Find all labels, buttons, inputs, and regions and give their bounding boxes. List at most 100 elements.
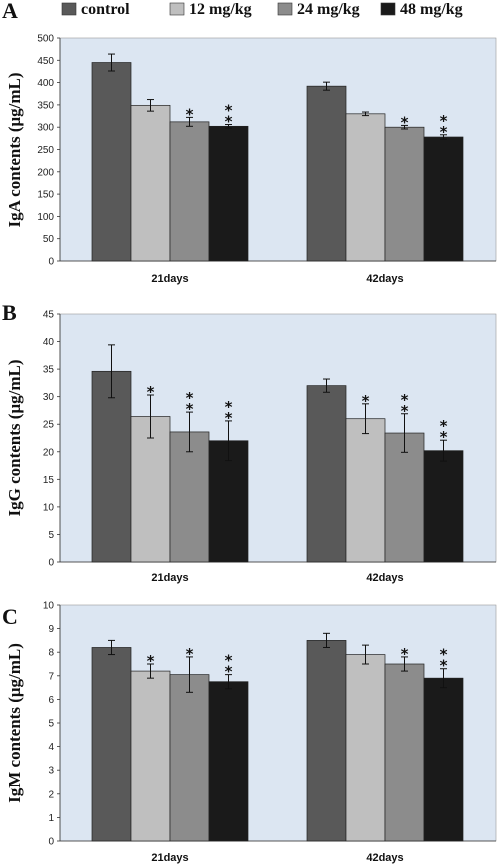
y-tick-label: 10 bbox=[43, 502, 55, 513]
bar bbox=[306, 640, 347, 842]
bar bbox=[384, 432, 425, 563]
y-tick-label: 0 bbox=[48, 558, 54, 569]
bar bbox=[91, 62, 132, 262]
y-axis-label: IgM contents (μg/mL) bbox=[5, 643, 24, 803]
bar bbox=[306, 85, 347, 262]
significance-star: * bbox=[147, 383, 155, 401]
significance-star: * bbox=[147, 652, 155, 670]
significance-star: * bbox=[440, 646, 448, 664]
y-tick-label: 0 bbox=[48, 837, 54, 848]
significance-star: * bbox=[186, 105, 194, 123]
significance-star: * bbox=[401, 391, 409, 409]
bar bbox=[345, 418, 386, 563]
y-tick-label: 3 bbox=[48, 766, 54, 777]
legend-swatch bbox=[61, 2, 77, 16]
y-tick-label: 5 bbox=[48, 530, 54, 541]
bar bbox=[208, 681, 249, 842]
y-tick-label: 250 bbox=[37, 145, 54, 156]
legend-item: control bbox=[61, 1, 130, 18]
y-tick-label: 9 bbox=[48, 624, 54, 635]
significance-star: * bbox=[225, 398, 233, 416]
bar bbox=[91, 370, 132, 563]
bar bbox=[169, 674, 210, 842]
legend-label: 48 mg/kg bbox=[400, 1, 463, 18]
y-tick-label: 20 bbox=[43, 447, 55, 458]
y-tick-label: 1 bbox=[48, 813, 54, 824]
bar bbox=[169, 121, 210, 262]
legend-swatch bbox=[380, 2, 396, 16]
y-tick-label: 30 bbox=[43, 392, 55, 403]
y-tick-label: 450 bbox=[37, 56, 54, 67]
y-tick-label: 350 bbox=[37, 100, 54, 111]
x-tick-label: 21days bbox=[151, 572, 188, 584]
significance-star: * bbox=[225, 652, 233, 670]
panel-letter: C bbox=[2, 604, 18, 629]
y-tick-label: 35 bbox=[43, 365, 55, 376]
y-tick-label: 5 bbox=[48, 719, 54, 730]
y-tick-label: 0 bbox=[48, 257, 54, 268]
legend-item: 24 mg/kg bbox=[277, 1, 360, 18]
panel-C: 0 1 2 3 4 5 6 7 8 9 10 C IgM contents (μg/mL) 21days 4… bbox=[2, 601, 497, 864]
y-tick-label: 200 bbox=[37, 167, 54, 178]
legend-swatch bbox=[169, 2, 185, 16]
y-tick-label: 8 bbox=[48, 648, 54, 659]
x-tick-label: 21days bbox=[151, 273, 188, 285]
bar bbox=[306, 385, 347, 563]
bar bbox=[423, 677, 464, 842]
y-tick-label: 50 bbox=[43, 234, 55, 245]
y-tick-label: 150 bbox=[37, 190, 54, 201]
panel-A: 0 50 100 150 200 250 300 350 400 450 500 A IgA conte… bbox=[2, 0, 497, 285]
y-tick-label: 500 bbox=[37, 34, 54, 45]
significance-star: * bbox=[225, 102, 233, 120]
significance-star: * bbox=[440, 428, 448, 446]
y-tick-label: 400 bbox=[37, 78, 54, 89]
y-tick-label: 45 bbox=[43, 310, 55, 321]
significance-star: * bbox=[186, 400, 194, 418]
bar bbox=[169, 431, 210, 563]
y-tick-label: 15 bbox=[43, 475, 55, 486]
significance-star: * bbox=[401, 402, 409, 420]
x-tick-label: 42days bbox=[366, 572, 403, 584]
significance-star: * bbox=[225, 113, 233, 131]
x-tick-label: 42days bbox=[366, 852, 403, 864]
bar bbox=[130, 670, 171, 842]
bar bbox=[208, 125, 249, 262]
y-tick-label: 7 bbox=[48, 671, 54, 682]
legend-swatch bbox=[277, 2, 293, 16]
y-tick-label: 100 bbox=[37, 212, 54, 223]
y-tick-label: 25 bbox=[43, 420, 55, 431]
y-tick-label: 4 bbox=[48, 742, 54, 753]
bar bbox=[384, 663, 425, 842]
y-tick-label: 10 bbox=[43, 601, 55, 612]
bar bbox=[345, 654, 386, 842]
bar bbox=[423, 450, 464, 563]
significance-star: * bbox=[440, 123, 448, 141]
bar bbox=[423, 136, 464, 262]
significance-star: * bbox=[440, 657, 448, 675]
significance-star: * bbox=[186, 645, 194, 663]
y-axis-label: IgG contents (μg/mL) bbox=[5, 360, 24, 517]
significance-star: * bbox=[401, 645, 409, 663]
x-tick-label: 42days bbox=[366, 273, 403, 285]
y-axis-label: IgA contents (μg/mL) bbox=[5, 72, 24, 227]
significance-star: * bbox=[362, 392, 370, 410]
legend-label: 24 mg/kg bbox=[297, 1, 360, 18]
bar bbox=[345, 113, 386, 262]
significance-star: * bbox=[440, 417, 448, 435]
legend-label: control bbox=[81, 1, 130, 18]
y-tick-label: 6 bbox=[48, 695, 54, 706]
panel-letter: B bbox=[2, 300, 17, 325]
legend-label: 12 mg/kg bbox=[189, 1, 252, 18]
y-tick-label: 300 bbox=[37, 123, 54, 134]
significance-star: * bbox=[225, 663, 233, 681]
y-tick-label: 2 bbox=[48, 789, 54, 800]
legend-item: 12 mg/kg bbox=[169, 1, 252, 18]
panel-letter: A bbox=[2, 0, 18, 23]
significance-star: * bbox=[225, 409, 233, 427]
x-tick-label: 21days bbox=[151, 852, 188, 864]
panel-B: 0 5 10 15 20 25 30 35 40 45 B IgG contents (μg/mL) 2… bbox=[2, 300, 497, 584]
legend-item: 48 mg/kg bbox=[380, 1, 463, 18]
legend: control 12 mg/kg 24 mg/kg 48 mg/kg bbox=[61, 1, 463, 18]
significance-star: * bbox=[401, 113, 409, 131]
